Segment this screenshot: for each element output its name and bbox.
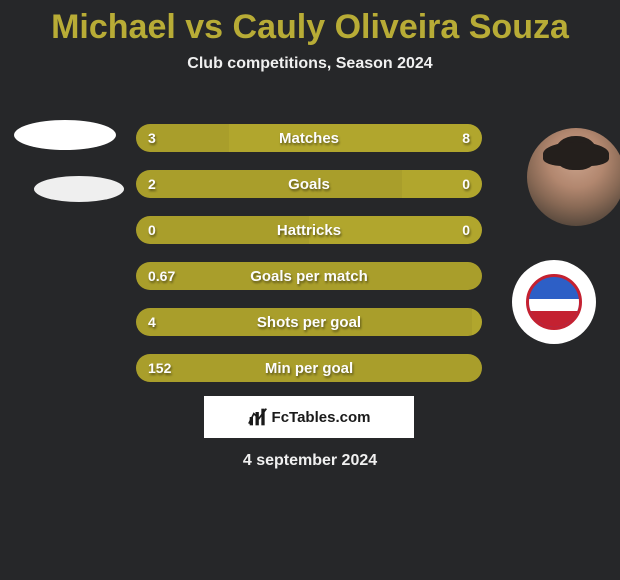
source-site: FcTables.com bbox=[272, 409, 371, 426]
snapshot-date: 4 september 2024 bbox=[0, 452, 620, 470]
right-player-avatar bbox=[527, 128, 620, 226]
stat-row: 0.67Goals per match bbox=[136, 262, 482, 290]
club-crest-icon bbox=[526, 274, 582, 330]
source-attribution: FcTables.com bbox=[204, 396, 414, 438]
stat-row: 152Min per goal bbox=[136, 354, 482, 382]
stat-row: 00Hattricks bbox=[136, 216, 482, 244]
stat-right-bar bbox=[309, 216, 482, 244]
stat-row: 20Goals bbox=[136, 170, 482, 198]
stat-right-bar bbox=[229, 124, 482, 152]
title-text: Michael vs Cauly Oliveira Souza bbox=[51, 8, 569, 46]
stat-left-bar bbox=[136, 262, 482, 290]
stat-right-bar bbox=[402, 170, 482, 198]
stat-row: 4Shots per goal bbox=[136, 308, 482, 336]
stat-left-bar bbox=[136, 170, 402, 198]
stat-right-bar bbox=[472, 308, 482, 336]
subtitle: Club competitions, Season 2024 bbox=[0, 55, 620, 73]
stats-bars: 38Matches 20Goals 00Hattricks 0.67Goals per… bbox=[136, 124, 482, 400]
avatar-placeholder-shape bbox=[14, 120, 116, 150]
stat-left-bar bbox=[136, 124, 229, 152]
left-player-avatar bbox=[10, 108, 110, 208]
stat-left-bar bbox=[136, 354, 482, 382]
right-player-club-badge bbox=[512, 260, 596, 344]
stat-left-bar bbox=[136, 308, 472, 336]
bar-chart-icon bbox=[248, 407, 268, 427]
stat-row: 38Matches bbox=[136, 124, 482, 152]
comparison-title: Michael vs Cauly Oliveira Souza bbox=[0, 0, 620, 47]
stat-left-bar bbox=[136, 216, 309, 244]
avatar-placeholder-shape bbox=[34, 176, 124, 202]
